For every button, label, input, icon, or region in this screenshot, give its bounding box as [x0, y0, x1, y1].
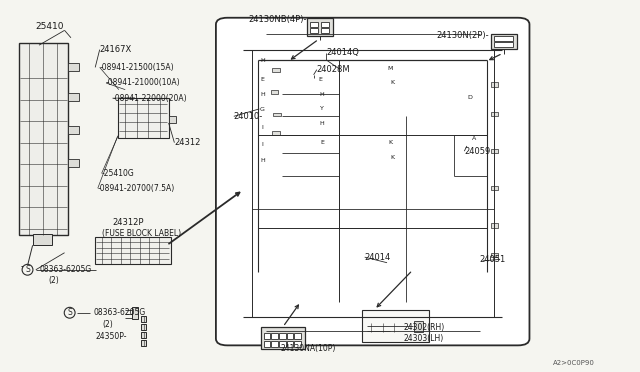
Text: H: H [260, 92, 265, 97]
Text: 24312P: 24312P [113, 218, 144, 227]
Text: H: H [319, 92, 324, 97]
Text: (FUSE BLOCK LABEL): (FUSE BLOCK LABEL) [102, 229, 180, 238]
Text: 24014Q: 24014Q [326, 48, 359, 57]
Text: H: H [260, 158, 265, 163]
Bar [307, 19, 333, 36]
Bar [494, 36, 513, 41]
Bar [491, 223, 497, 228]
Text: 24303(LH): 24303(LH) [403, 334, 444, 343]
Text: K: K [390, 80, 394, 86]
Bar [491, 34, 516, 49]
Bar [141, 332, 147, 338]
Text: 24130NB(4P)-: 24130NB(4P)- [248, 15, 307, 24]
Text: (2): (2) [103, 320, 114, 329]
Text: D: D [468, 95, 472, 100]
Bar [272, 131, 280, 135]
Text: 08363-6205G: 08363-6205G [39, 265, 92, 274]
Bar [491, 82, 497, 87]
Text: -25410G: -25410G [102, 169, 134, 178]
Bar [118, 98, 169, 138]
Text: I: I [262, 142, 264, 147]
Text: 25410: 25410 [36, 22, 64, 31]
Text: (2): (2) [49, 276, 60, 285]
Bar [279, 333, 285, 339]
Text: -08941-21500(15A): -08941-21500(15A) [100, 63, 174, 72]
Text: 24010-: 24010- [234, 112, 263, 121]
Text: 24051: 24051 [479, 255, 506, 264]
Text: -08941-21000(10A): -08941-21000(10A) [106, 78, 180, 87]
Bar [310, 22, 318, 27]
Text: K: K [388, 140, 392, 145]
Text: A2>0C0P90: A2>0C0P90 [553, 360, 595, 366]
Bar [169, 116, 176, 123]
Bar [310, 29, 318, 33]
Text: E: E [320, 140, 324, 145]
Bar [68, 159, 79, 167]
Text: 08363-6205G: 08363-6205G [93, 308, 145, 317]
Bar [271, 341, 278, 347]
Text: E: E [260, 77, 264, 82]
Text: Y: Y [320, 106, 324, 111]
Text: -08941-22000(20A): -08941-22000(20A) [113, 94, 187, 103]
Bar [271, 90, 278, 94]
Text: H: H [260, 58, 265, 63]
Text: 24014: 24014 [365, 253, 391, 262]
Bar [273, 113, 281, 116]
Bar [491, 112, 497, 116]
Text: 24312: 24312 [174, 138, 201, 147]
Bar [95, 237, 171, 264]
Bar [294, 333, 301, 339]
Bar [321, 22, 329, 27]
Bar [279, 341, 285, 347]
Text: 24350P-: 24350P- [95, 331, 127, 341]
Bar [68, 93, 79, 101]
Text: H: H [319, 121, 324, 126]
FancyBboxPatch shape [216, 18, 529, 345]
Bar [271, 333, 278, 339]
Bar [294, 341, 301, 347]
Text: M: M [388, 65, 393, 71]
Bar [141, 324, 147, 330]
Bar [321, 29, 329, 33]
Text: 24302(RH): 24302(RH) [403, 323, 444, 332]
Text: S: S [25, 265, 30, 274]
Text: S: S [67, 308, 72, 317]
Bar [141, 340, 147, 346]
Text: 24130NA(10P): 24130NA(10P) [280, 344, 336, 353]
Text: 24167X: 24167X [100, 45, 132, 54]
Bar [261, 327, 305, 349]
Text: 24059: 24059 [465, 147, 491, 155]
Bar [272, 68, 280, 72]
Bar [68, 126, 79, 134]
Text: E: E [318, 77, 322, 82]
Bar [287, 333, 293, 339]
Bar [68, 63, 79, 71]
Bar [141, 316, 147, 322]
Bar [287, 341, 293, 347]
Text: 24028M: 24028M [317, 65, 351, 74]
Text: I: I [262, 125, 264, 130]
Bar [494, 42, 513, 46]
Text: G: G [260, 107, 265, 112]
Bar [414, 321, 423, 333]
Bar [491, 186, 497, 190]
Bar [264, 333, 270, 339]
Bar [264, 341, 270, 347]
Text: K: K [390, 155, 394, 160]
Text: -08941-20700(7.5A): -08941-20700(7.5A) [98, 184, 175, 193]
Text: A: A [472, 136, 477, 141]
Bar [19, 43, 68, 235]
Bar [491, 149, 497, 153]
Text: 24130N(2P)-: 24130N(2P)- [436, 31, 489, 41]
Bar [33, 234, 52, 245]
Bar [362, 310, 429, 341]
Bar [132, 307, 138, 319]
Bar [491, 253, 497, 257]
